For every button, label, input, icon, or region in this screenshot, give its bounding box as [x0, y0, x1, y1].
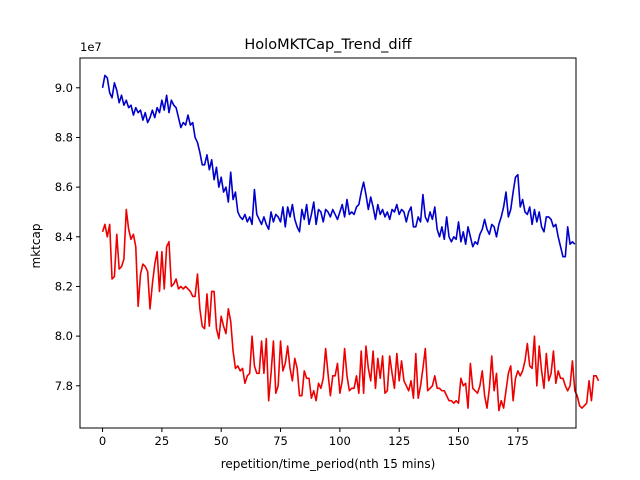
y-tick-label: 8.4	[55, 230, 73, 244]
series-line-2	[101, 208, 600, 412]
y-tick-label: 8.2	[55, 279, 73, 293]
x-tick-label: 100	[329, 434, 351, 448]
plot-frame	[79, 57, 577, 429]
chart-title: HoloMKTCap_Trend_diff	[244, 37, 412, 53]
y-tick-label: 8.8	[55, 130, 73, 144]
ticks-group: 0 25 50 75 100 125 150 175 7.8 8.0 8.2 8.4 8.6 8.8 9.0	[55, 81, 529, 448]
y-tick-label: 7.8	[55, 379, 73, 393]
y-tick-label: 8.6	[55, 180, 73, 194]
y-tick-label: 8.0	[55, 329, 73, 343]
y-axis-offset-label: 1e7	[80, 40, 102, 54]
x-axis-label: repetition/time_period(nth 15 mins)	[221, 457, 436, 471]
y-axis-label: mktcap	[29, 224, 43, 269]
x-tick-label: 50	[214, 434, 229, 448]
x-tick-label: 125	[388, 434, 410, 448]
x-tick-label: 75	[273, 434, 288, 448]
x-tick-label: 25	[155, 434, 170, 448]
x-tick-label: 0	[99, 434, 106, 448]
x-tick-label: 150	[448, 434, 470, 448]
series-line-1	[101, 74, 576, 258]
series-group	[101, 74, 600, 412]
x-tick-label: 175	[507, 434, 529, 448]
y-tick-label: 9.0	[55, 81, 73, 95]
